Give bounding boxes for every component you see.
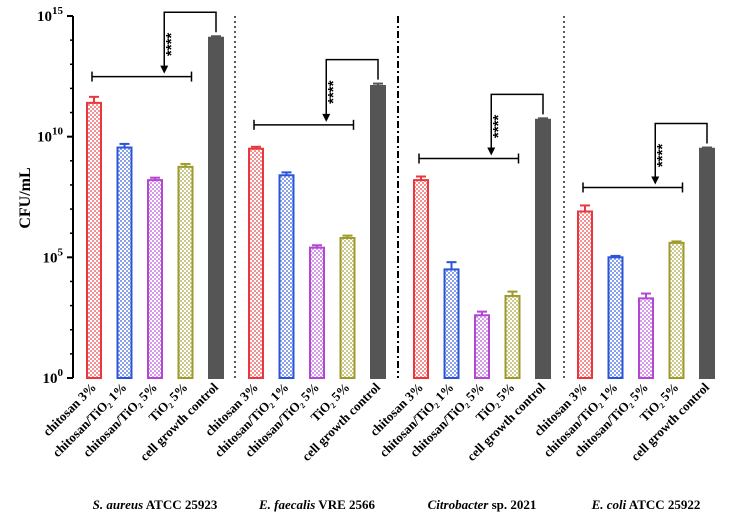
arrow-head (487, 147, 495, 155)
significance-stars: **** (654, 144, 671, 168)
bar-1-1 (87, 103, 101, 378)
bar-2-3 (310, 248, 324, 378)
y-tick-label: 105 (43, 246, 64, 266)
bar-1-4 (179, 167, 193, 378)
bar-2-2 (280, 175, 294, 378)
organism-label: S. aureus ATCC 25923 (93, 497, 218, 512)
bar-1-5 (209, 38, 223, 378)
bar-4-5 (700, 149, 714, 378)
bar-2-1 (249, 149, 263, 378)
organism-label: Citrobacter sp. 2021 (428, 497, 537, 512)
bar-3-4 (506, 296, 520, 378)
bar-3-3 (475, 315, 489, 378)
bar-2-5 (371, 86, 385, 378)
bar-chart: CFU/mL **************** 10010510101015 c… (0, 0, 737, 519)
y-axis-label: CFU/mL (17, 167, 34, 228)
bar-3-1 (414, 180, 428, 378)
bar-1-2 (118, 148, 132, 378)
bar-4-1 (578, 211, 592, 378)
bar-4-3 (639, 298, 653, 378)
y-tick-label: 1015 (37, 5, 64, 25)
organism-label: E. faecalis VRE 2566 (258, 497, 376, 512)
bar-4-4 (670, 243, 684, 378)
arrow-head (651, 176, 659, 184)
significance-stars: **** (163, 33, 180, 57)
bar-3-2 (445, 269, 459, 378)
bar-2-4 (341, 238, 355, 378)
significance-stars: **** (325, 80, 342, 104)
significance-stars: **** (490, 115, 507, 139)
bar-4-2 (609, 257, 623, 378)
arrow-head (322, 114, 330, 122)
bar-3-5 (536, 120, 550, 378)
y-tick-label: 100 (43, 367, 64, 387)
y-tick-label: 1010 (37, 126, 64, 146)
organism-label: E. coli ATCC 25922 (591, 497, 701, 512)
bar-1-3 (148, 180, 162, 378)
arrow-head (160, 66, 168, 74)
